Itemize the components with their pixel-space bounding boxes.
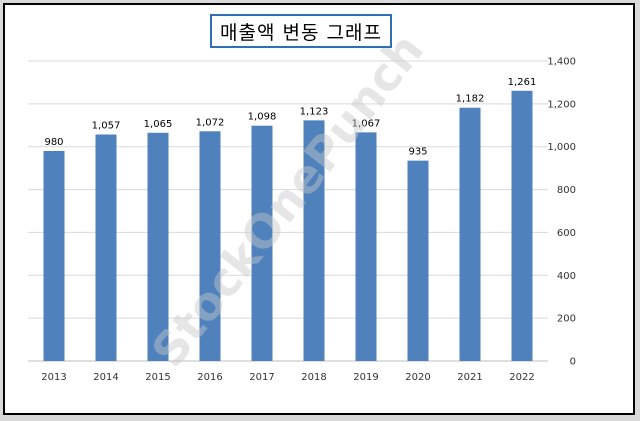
x-tick-label: 2022 <box>509 372 534 383</box>
x-tick-label: 2013 <box>41 372 66 383</box>
data-label: 1,123 <box>300 106 329 117</box>
x-tick-label: 2017 <box>249 372 274 383</box>
y-tick-label: 600 <box>557 228 576 239</box>
data-label: 935 <box>408 147 427 158</box>
bar <box>199 131 221 361</box>
data-label: 1,182 <box>456 94 485 105</box>
bar <box>43 151 65 361</box>
y-tick-labels: 0 200 400 600 800 1,000 1,200 1,400 <box>547 57 576 368</box>
x-tick-label: 2018 <box>301 372 326 383</box>
watermark-text: StockOnePunch <box>141 23 434 377</box>
bar <box>511 90 533 362</box>
x-tick-label: 2014 <box>93 372 118 383</box>
x-tick-label: 2019 <box>353 372 378 383</box>
bar <box>251 125 273 361</box>
data-label: 1,065 <box>144 119 173 130</box>
x-tick-label: 2015 <box>145 372 170 383</box>
x-tick-label: 2021 <box>457 372 482 383</box>
x-tick-label: 2016 <box>197 372 222 383</box>
y-tick-label: 0 <box>570 357 576 368</box>
y-tick-label: 800 <box>557 185 576 196</box>
bars <box>43 90 533 362</box>
x-tick-labels: 2013 2014 2015 2016 2017 2018 2019 2020 2021 2022 <box>41 372 534 383</box>
data-label: 980 <box>44 137 63 148</box>
chart-title: 매출액 변동 그래프 <box>220 21 382 44</box>
chart-title-box: 매출액 변동 그래프 <box>210 14 392 48</box>
bar <box>95 134 117 361</box>
data-label: 1,098 <box>248 112 277 123</box>
x-tick-label: 2020 <box>405 372 430 383</box>
y-tick-label: 1,400 <box>547 57 576 68</box>
bar <box>459 107 481 361</box>
y-tick-label: 400 <box>557 271 576 282</box>
data-label: 1,067 <box>352 118 381 129</box>
data-label: 1,072 <box>196 117 225 128</box>
y-tick-label: 200 <box>557 314 576 325</box>
y-tick-label: 1,200 <box>547 99 576 110</box>
bar <box>303 120 325 361</box>
bar <box>147 132 169 361</box>
data-label: 1,057 <box>92 121 121 132</box>
bar <box>407 160 429 361</box>
data-labels: 980 1,057 1,065 1,072 1,098 1,123 1,067 935 1,18… <box>44 77 536 158</box>
y-tick-label: 1,000 <box>547 142 576 153</box>
bar <box>355 132 377 361</box>
data-label: 1,261 <box>508 77 537 88</box>
